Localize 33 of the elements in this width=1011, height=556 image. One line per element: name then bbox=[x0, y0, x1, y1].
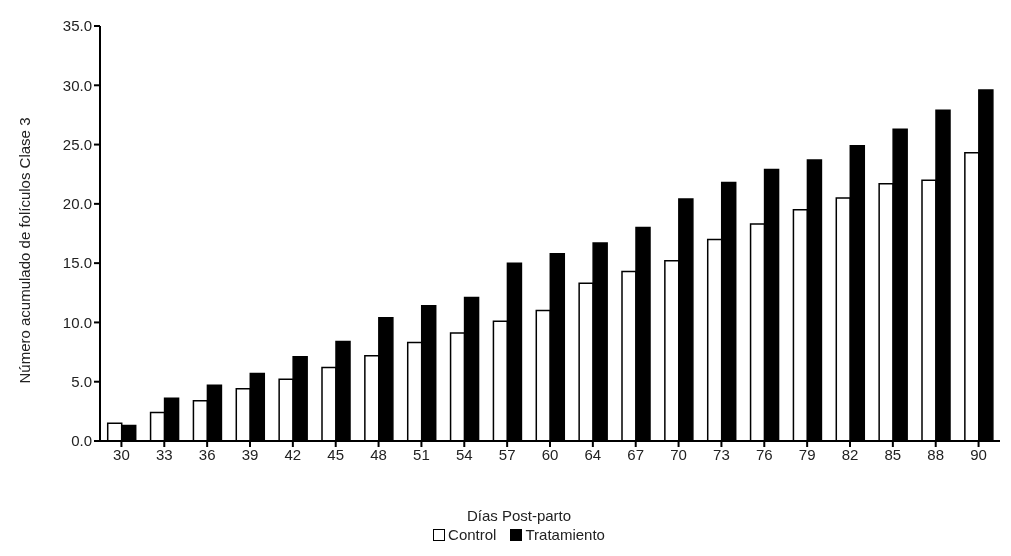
x-tick-label: 48 bbox=[370, 445, 387, 463]
x-tick-label: 70 bbox=[670, 445, 687, 463]
x-tick-label: 54 bbox=[455, 445, 473, 463]
y-tick-label: 25.0 bbox=[62, 135, 92, 153]
x-tick-label: 45 bbox=[327, 445, 345, 463]
x-tick-label: 33 bbox=[155, 445, 173, 463]
y-tick-label: 5.0 bbox=[71, 373, 92, 391]
y-tick-label: 10.0 bbox=[62, 313, 92, 331]
x-tick-label: 57 bbox=[498, 445, 516, 463]
y-tick-label: 30.0 bbox=[62, 76, 92, 94]
x-axis-title: Días Post-parto bbox=[466, 507, 572, 524]
legend-label: Control bbox=[447, 526, 497, 543]
y-tick-label: 20.0 bbox=[62, 195, 92, 213]
y-axis-title: Número acumulado de folículos Clase 3 bbox=[16, 117, 34, 384]
y-tick-label: 35.0 bbox=[62, 17, 92, 35]
x-tick-label: 30 bbox=[113, 445, 130, 463]
x-tick-label: 76 bbox=[755, 445, 773, 463]
x-tick-label: 88 bbox=[927, 445, 945, 463]
x-tick-label: 42 bbox=[284, 445, 302, 463]
y-tick-label: 0.0 bbox=[71, 432, 92, 450]
x-tick-label: 36 bbox=[198, 445, 216, 463]
x-tick-label: 79 bbox=[798, 445, 816, 463]
x-tick-label: 60 bbox=[541, 445, 559, 463]
x-tick-label: 73 bbox=[713, 445, 730, 463]
x-tick-label: 64 bbox=[584, 445, 602, 463]
x-tick-label: 39 bbox=[241, 445, 259, 463]
y-tick-label: 15.0 bbox=[62, 254, 92, 272]
x-tick-label: 90 bbox=[970, 445, 987, 463]
legend-label: Tratamiento bbox=[524, 526, 605, 543]
x-tick-label: 51 bbox=[413, 445, 430, 463]
x-tick-label: 67 bbox=[627, 445, 645, 463]
x-tick-label: 82 bbox=[841, 445, 859, 463]
x-tick-label: 85 bbox=[884, 445, 902, 463]
